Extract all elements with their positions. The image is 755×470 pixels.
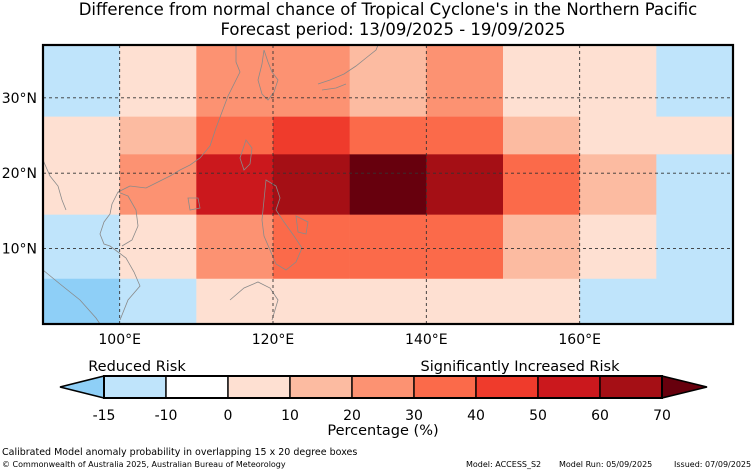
- colorbar-bin: [599, 375, 663, 399]
- anomaly-cell: [579, 214, 657, 280]
- anomaly-cell: [579, 45, 657, 117]
- colorbar-tick-label: -15: [93, 408, 116, 424]
- anomaly-cell: [656, 116, 733, 155]
- anomaly-cell: [349, 116, 427, 155]
- graticule: [43, 45, 733, 324]
- colorbar: -15 -10 0 10 20 30 40 50 60 70: [59, 374, 708, 424]
- colorbar-tick-label: 0: [224, 408, 233, 424]
- anomaly-cell: [119, 154, 197, 215]
- colorbar-tick-label: 70: [653, 408, 671, 424]
- anomaly-cell: [349, 214, 427, 280]
- figure-subtitle: Forecast period: 13/09/2025 - 19/09/2025: [220, 20, 565, 39]
- anomaly-cell: [43, 116, 120, 155]
- anomaly-map: [43, 45, 755, 325]
- anomaly-cell: [503, 116, 580, 155]
- map-axis-labels: 10°N 20°N 30°N 100°E 120°E 140°E 160°E: [2, 91, 601, 348]
- colorbar-bin: [351, 375, 415, 399]
- anomaly-cell: [196, 214, 274, 280]
- colorbar-bin: [413, 375, 477, 399]
- anomaly-grid: [43, 45, 755, 325]
- colorbar-bin: [475, 375, 539, 399]
- anomaly-cell: [503, 278, 580, 324]
- legend-right-label: Significantly Increased Risk: [421, 359, 621, 375]
- longitude-tick-label: 160°E: [558, 332, 601, 348]
- figure-title: Difference from normal chance of Tropica…: [79, 0, 698, 19]
- anomaly-cell: [503, 154, 580, 215]
- latitude-tick-label: 20°N: [2, 166, 37, 182]
- footer-model: Model: ACCESS_S2: [466, 460, 541, 469]
- anomaly-cell: [426, 45, 504, 117]
- colorbar-bin: [227, 375, 291, 399]
- colorbar-tick-label: 60: [591, 408, 609, 424]
- anomaly-cell: [733, 215, 755, 279]
- footer-note: Calibrated Model anomaly probability in …: [2, 447, 357, 458]
- anomaly-cell: [349, 45, 427, 117]
- anomaly-cell: [273, 154, 350, 215]
- map-frame: [41, 43, 735, 326]
- colorbar-tick-label: 50: [529, 408, 547, 424]
- colorbar-bin: [289, 375, 353, 399]
- colorbar-tick-label: -10: [155, 408, 178, 424]
- anomaly-cell: [733, 154, 755, 215]
- footer-model-run: Model Run: 05/09/2025: [559, 460, 652, 469]
- anomaly-cell: [733, 45, 755, 117]
- colorbar-frame: [103, 375, 663, 399]
- anomaly-cell: [426, 154, 504, 215]
- anomaly-cell: [349, 154, 427, 215]
- anomaly-cell: [119, 45, 197, 117]
- anomaly-cell: [656, 278, 733, 324]
- anomaly-cell: [119, 278, 197, 324]
- anomaly-cell: [196, 45, 350, 117]
- anomaly-cell: [273, 116, 350, 155]
- colorbar-unit-label: Percentage (%): [327, 423, 438, 439]
- anomaly-cell: [656, 45, 733, 117]
- footer-copyright: © Commonwealth of Australia 2025, Austra…: [2, 460, 286, 469]
- colorbar-tick-label: 20: [343, 408, 361, 424]
- anomaly-cell: [656, 154, 733, 215]
- colorbar-tick-label: 40: [467, 408, 485, 424]
- anomaly-cell: [43, 214, 120, 280]
- anomaly-cell: [579, 154, 657, 215]
- colorbar-tick-label: 10: [281, 408, 299, 424]
- latitude-tick-label: 30°N: [2, 91, 37, 107]
- anomaly-cell: [656, 214, 733, 280]
- anomaly-cell: [579, 278, 657, 324]
- colorbar-bin: [103, 375, 167, 399]
- anomaly-cell: [426, 116, 504, 155]
- colorbar-under-arrow: [59, 374, 105, 400]
- colorbar-bin: [165, 375, 229, 399]
- anomaly-cell: [196, 154, 274, 215]
- anomaly-cell: [503, 214, 580, 280]
- legend-left-label: Reduced Risk: [88, 359, 186, 375]
- colorbar-tick-label: 30: [405, 408, 423, 424]
- anomaly-cell: [426, 214, 504, 280]
- anomaly-cell: [43, 45, 120, 117]
- footer-issued: Issued: 07/09/2025: [674, 460, 751, 469]
- latitude-tick-label: 10°N: [2, 242, 37, 258]
- coastline-outline: [43, 45, 379, 324]
- longitude-tick-label: 100°E: [98, 332, 141, 348]
- anomaly-cell: [273, 214, 350, 280]
- anomaly-cell: [579, 116, 657, 155]
- anomaly-cell: [733, 279, 755, 325]
- anomaly-cell: [43, 154, 120, 215]
- anomaly-cell: [503, 45, 580, 117]
- anomaly-cell: [119, 116, 197, 155]
- anomaly-cell: [119, 214, 197, 280]
- anomaly-cell: [733, 117, 755, 155]
- anomaly-cell: [196, 116, 274, 155]
- longitude-tick-label: 140°E: [405, 332, 448, 348]
- longitude-tick-label: 120°E: [252, 332, 295, 348]
- colorbar-bin: [537, 375, 601, 399]
- colorbar-over-arrow: [661, 374, 708, 400]
